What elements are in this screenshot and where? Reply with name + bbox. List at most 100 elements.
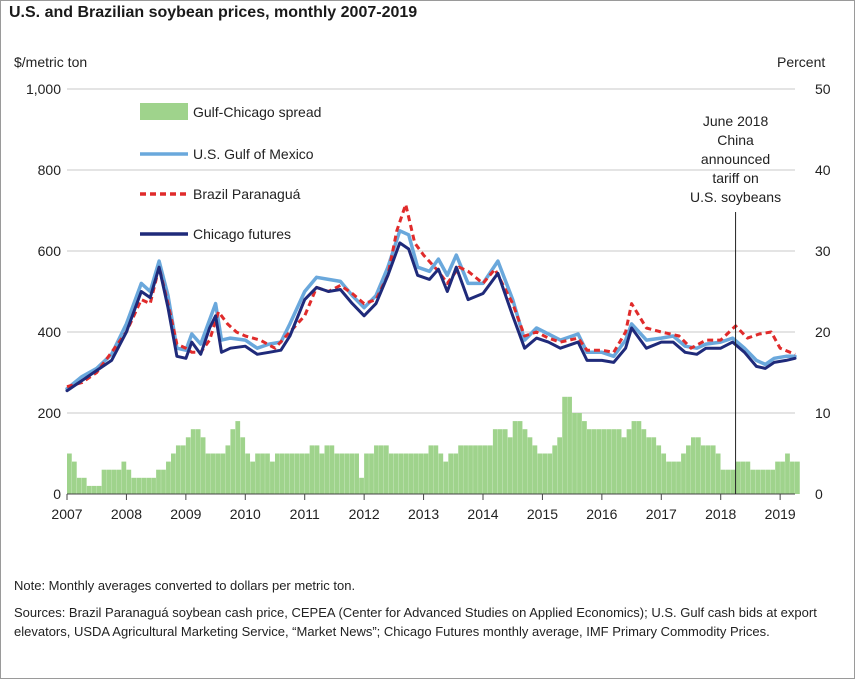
spread-bar (393, 453, 399, 494)
spread-bar (661, 453, 667, 494)
chart-sources: Sources: Brazil Paranaguá soybean cash p… (14, 605, 817, 639)
spread-bar (284, 453, 290, 494)
spread-bar (532, 445, 538, 494)
left-axis-unit: $/metric ton (14, 54, 88, 70)
spread-bar (309, 445, 315, 494)
spread-bar (577, 413, 582, 494)
spread-bar (596, 429, 602, 494)
spread-bar (334, 453, 340, 494)
spread-bar (492, 429, 498, 494)
spread-bar (111, 469, 117, 494)
spread-bar (428, 445, 434, 494)
series-line-chicago-futures (65, 241, 797, 393)
spread-bar (616, 429, 622, 494)
spread-bar (725, 469, 731, 494)
spread-bar (374, 445, 379, 494)
spread-bar (185, 437, 191, 494)
spread-bar (349, 453, 355, 494)
legend-label: Brazil Paranaguá (193, 186, 301, 202)
spread-bar (785, 453, 790, 494)
spread-bar (621, 437, 627, 494)
spread-bar (468, 445, 473, 494)
spread-bar (200, 437, 206, 494)
spread-bar (448, 453, 454, 494)
spread-bar (91, 485, 97, 494)
spread-bar (279, 453, 285, 494)
spread-bar (294, 453, 300, 494)
legend: Gulf-Chicago spread U.S. Gulf of Mexico Br… (140, 103, 321, 242)
spread-bar (175, 445, 181, 494)
spread-bar (86, 485, 92, 494)
spread-bar (379, 445, 384, 494)
spread-bar (522, 429, 528, 494)
spread-bar (587, 429, 592, 494)
spread-bar (676, 461, 681, 494)
spread-bar (507, 437, 513, 494)
spread-bar (483, 445, 488, 494)
spread-bar (646, 437, 652, 494)
spread-bar (215, 453, 221, 494)
spread-bar (517, 421, 523, 494)
x-tick-label: 2014 (467, 506, 498, 522)
spread-bar (418, 453, 424, 494)
spread-bar (423, 453, 429, 494)
spread-bar (67, 453, 72, 494)
spread-bar (359, 477, 364, 494)
spread-bar (329, 445, 335, 494)
spread-bar (190, 429, 196, 494)
spread-bar (96, 485, 102, 494)
spread-bar (141, 477, 147, 494)
annotation-text: U.S. soybeans (690, 189, 781, 205)
annotation-text: June 2018 (703, 113, 769, 129)
spread-bar (131, 477, 137, 494)
spread-bar (641, 429, 647, 494)
spread-bar (527, 437, 533, 494)
spread-bar (671, 461, 676, 494)
spread-bar (695, 437, 701, 494)
spread-bar (547, 453, 553, 494)
spread-bar (403, 453, 409, 494)
spread-bar (364, 453, 369, 494)
spread-bar (255, 453, 260, 494)
spread-bar (116, 469, 122, 494)
spread-bar (557, 437, 563, 494)
spread-bar (626, 429, 632, 494)
spread-bar (314, 445, 320, 494)
x-tick-label: 2012 (349, 506, 380, 522)
y-right-tick-label: 10 (815, 405, 831, 421)
spread-bar (582, 421, 587, 494)
spread-bar (171, 453, 176, 494)
spread-bar (745, 461, 751, 494)
x-tick-label: 2018 (705, 506, 736, 522)
spread-bar (388, 453, 394, 494)
spread-bar (438, 453, 444, 494)
spread-bar (497, 429, 503, 494)
spread-bar (611, 429, 617, 494)
spread-bar (299, 453, 305, 494)
spread-bar (205, 453, 211, 494)
spread-bar (220, 453, 226, 494)
spread-bar (121, 461, 127, 494)
spread-bar (270, 461, 275, 494)
y-right-tick-label: 20 (815, 324, 831, 340)
spread-bar (790, 461, 795, 494)
spread-bar (463, 445, 468, 494)
y-right-tick-label: 30 (815, 243, 831, 259)
gridlines (67, 88, 795, 414)
spread-bar (369, 453, 374, 494)
legend-label: Chicago futures (193, 226, 291, 242)
y-left-tick-label: 0 (53, 486, 61, 502)
spread-bar (765, 469, 771, 494)
price-lines (65, 202, 797, 393)
spread-bar (339, 453, 345, 494)
spread-bar (715, 453, 721, 494)
spread-bar (651, 437, 657, 494)
right-axis-unit: Percent (777, 54, 826, 70)
spread-bar (636, 421, 642, 494)
x-tick-label: 2008 (111, 506, 142, 522)
spread-bar (289, 453, 295, 494)
spread-bar (275, 453, 280, 494)
spread-bar (710, 445, 716, 494)
spread-bar (730, 469, 736, 494)
spread-bar (606, 429, 612, 494)
